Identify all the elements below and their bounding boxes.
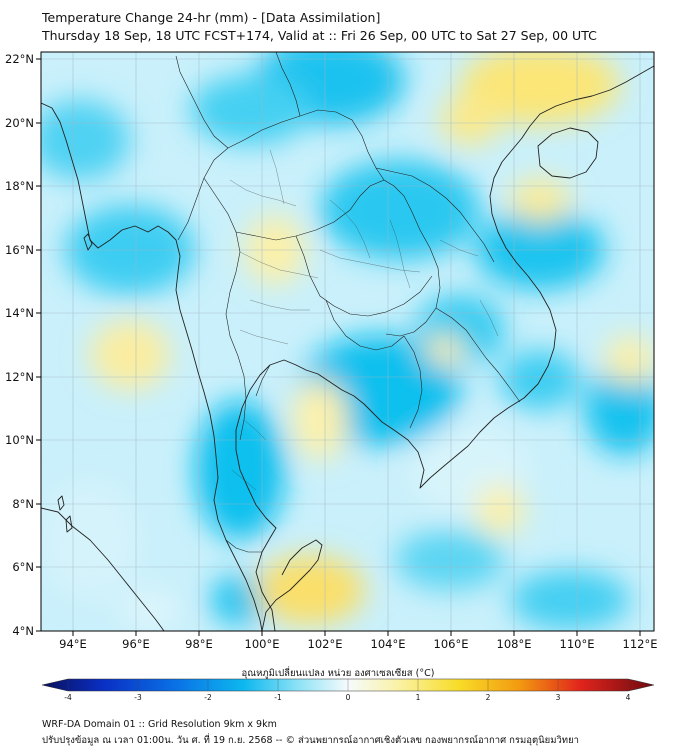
borders — [175, 52, 521, 553]
graticule — [41, 52, 654, 631]
colorbar-tick: 4 — [626, 693, 631, 702]
lat-label: 4°N — [12, 624, 34, 638]
lat-label: 10°N — [5, 433, 34, 447]
lat-label: 6°N — [12, 560, 34, 574]
lon-label: 112°E — [623, 637, 658, 651]
colorbar-tick: 1 — [416, 693, 421, 702]
map-title: Temperature Change 24-hr (mm) - [Data As… — [42, 10, 381, 25]
lat-label: 8°N — [12, 497, 34, 511]
colorbar: -4 -3 -2 -1 0 1 2 3 4 — [41, 678, 655, 702]
lat-label: 12°N — [5, 370, 34, 384]
lat-label: 16°N — [5, 243, 34, 257]
lon-label: 110°E — [560, 637, 595, 651]
footer-credit: ปรับปรุงข้อมูล ณ เวลา 01:00น. วัน ศ. ที่… — [42, 735, 579, 746]
lon-label: 98°E — [185, 637, 213, 651]
lon-label: 108°E — [497, 637, 532, 651]
temperature-map: 4°N 6°N 8°N 10°N 12°N 14°N 16°N 18°N 20°… — [5, 51, 658, 702]
footer-domain-info: WRF-DA Domain 01 :: Grid Resolution 9km … — [42, 719, 277, 730]
colorbar-tick: 2 — [486, 693, 491, 702]
colorbar-tick: -2 — [204, 693, 212, 702]
temperature-field — [41, 52, 654, 631]
lat-label: 18°N — [5, 179, 34, 193]
colorbar-tick: 3 — [556, 693, 561, 702]
colorbar-label: อุณหภูมิเปลี่ยนแปลง หน่วย องศาเซลเซียส (… — [241, 668, 435, 679]
colorbar-tick: -1 — [274, 693, 282, 702]
map-subtitle: Thursday 18 Sep, 18 UTC FCST+174, Valid … — [42, 28, 597, 43]
colorbar-tick: -4 — [64, 693, 72, 702]
colorbar-tick: 0 — [346, 693, 351, 702]
coastlines — [41, 65, 654, 631]
map-frame — [40, 51, 655, 632]
lon-label: 102°E — [308, 637, 343, 651]
lon-label: 94°E — [59, 637, 87, 651]
lon-label: 100°E — [245, 637, 280, 651]
lat-label: 20°N — [5, 116, 34, 130]
province-borders — [229, 149, 499, 491]
lat-label: 22°N — [5, 52, 34, 66]
lon-label: 106°E — [434, 637, 469, 651]
lon-label: 104°E — [371, 637, 406, 651]
colorbar-tick: -3 — [134, 693, 142, 702]
lat-label: 14°N — [5, 306, 34, 320]
lon-label: 96°E — [122, 637, 150, 651]
